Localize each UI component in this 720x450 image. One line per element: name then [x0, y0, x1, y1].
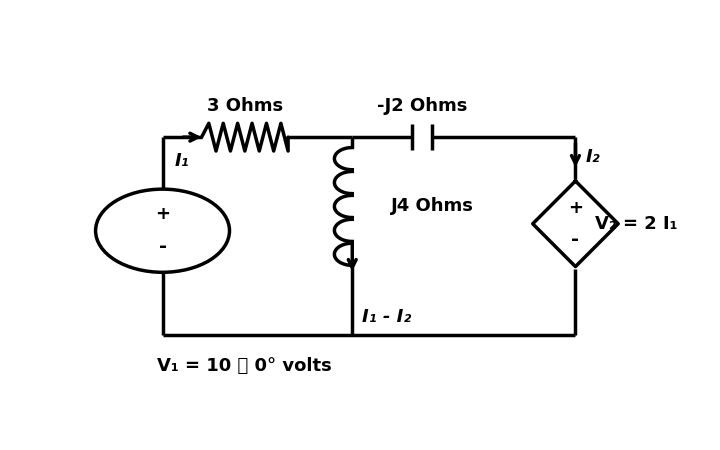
Text: I₁: I₁: [175, 153, 189, 171]
Text: I₁ - I₂: I₁ - I₂: [362, 308, 412, 326]
Text: +: +: [568, 199, 583, 217]
Text: +: +: [155, 205, 170, 223]
Text: V₂ = 2 I₁: V₂ = 2 I₁: [595, 215, 678, 233]
Text: J4 Ohms: J4 Ohms: [392, 198, 474, 216]
Text: -: -: [158, 237, 166, 256]
Text: I₂: I₂: [585, 148, 600, 166]
Text: 3 Ohms: 3 Ohms: [207, 97, 283, 115]
Text: V₁ = 10 〈 0° volts: V₁ = 10 〈 0° volts: [157, 357, 332, 375]
Text: -J2 Ohms: -J2 Ohms: [377, 97, 467, 115]
Text: -: -: [572, 230, 580, 249]
